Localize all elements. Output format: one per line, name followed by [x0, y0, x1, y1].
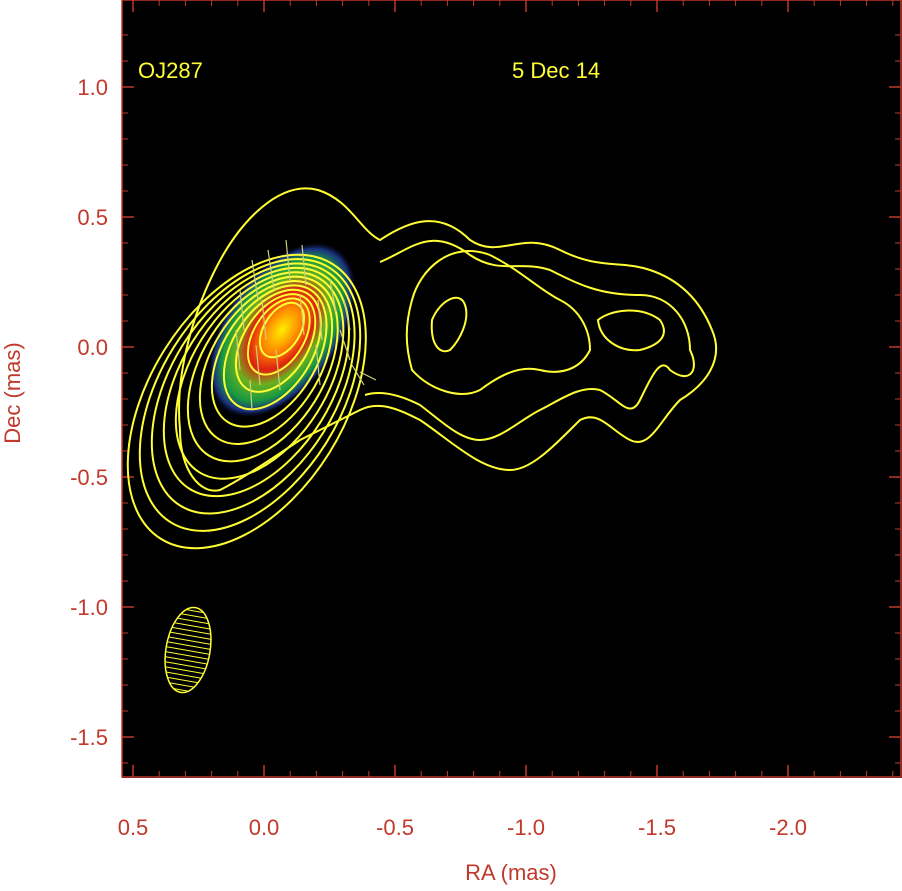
core-contour-level: [198, 279, 334, 446]
y-axis-ticks: 1.0 0.5 0.0 -0.5 -1.0 -1.5: [70, 34, 901, 764]
contour-mid: [364, 239, 695, 442]
core-contour-level: [186, 275, 339, 463]
x-tick-label: -2.0: [769, 815, 807, 840]
x-axis-title: RA (mas): [465, 860, 557, 885]
core-contour-level: [150, 262, 356, 515]
y-tick-label: -0.5: [70, 465, 108, 490]
y-tick-label: 1.0: [77, 75, 108, 100]
beam-ellipse: [164, 606, 212, 694]
x-tick-label: -1.5: [638, 815, 676, 840]
core-contour-level: [138, 258, 362, 532]
source-label: OJ287: [138, 58, 203, 83]
contour-inner: [405, 250, 592, 395]
core-contours: [126, 253, 367, 550]
core-contour-level: [258, 301, 306, 359]
x-tick-label: -1.0: [507, 815, 545, 840]
core-contour-level: [222, 288, 322, 411]
plot-frame: [121, 0, 902, 778]
x-tick-label: -0.5: [376, 815, 414, 840]
y-axis-title: Dec (mas): [0, 342, 25, 443]
y-tick-label: 0.5: [77, 205, 108, 230]
y-tick-label: -1.5: [70, 725, 108, 750]
core-contour-level: [126, 253, 367, 550]
core-contour-level: [210, 284, 328, 428]
y-tick-label: 0.0: [77, 335, 108, 360]
contour-blob: [430, 296, 468, 353]
x-tick-label: 0.5: [118, 815, 149, 840]
epoch-label: 5 Dec 14: [512, 58, 600, 83]
core-contour-level: [174, 271, 345, 480]
contour-knot: [596, 309, 665, 352]
core-contour-level: [234, 293, 317, 393]
polarization-vectors: [235, 239, 377, 411]
x-tick-label: 0.0: [249, 815, 280, 840]
core-contour-level: [162, 266, 350, 498]
x-axis-ticks: 0.5 0.0 -0.5 -1.0 -1.5 -2.0: [118, 0, 894, 840]
y-tick-label: -1.0: [70, 595, 108, 620]
